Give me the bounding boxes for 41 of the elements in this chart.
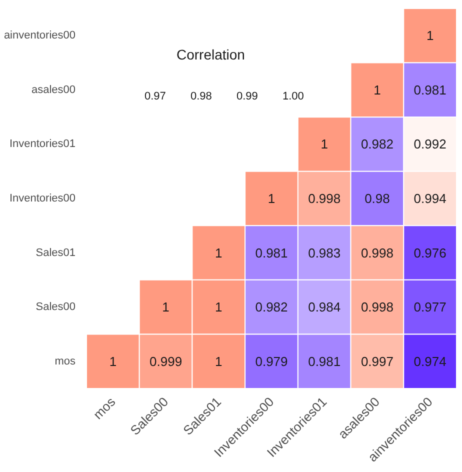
annotation: 1.00 <box>282 90 304 102</box>
data-label: 0.984 <box>308 300 341 315</box>
data-label: 0.976 <box>414 245 446 260</box>
y-tick-label: Inventories00 <box>9 192 76 204</box>
data-label: 1 <box>320 136 328 152</box>
data-label: 1 <box>268 191 276 206</box>
data-label: 0.982 <box>360 136 394 152</box>
data-label: 0.981 <box>255 245 288 260</box>
y-tick-label: asales00 <box>31 84 76 96</box>
annotation: 0.97 <box>144 90 166 102</box>
x-tick-label: mos <box>90 394 119 422</box>
data-label: 0.998 <box>360 245 394 260</box>
color-bar-title: Correlation <box>176 46 245 63</box>
data-label: 0.997 <box>360 354 394 369</box>
y-tick-label: ainventories00 <box>4 30 76 42</box>
annotation: 0.98 <box>190 90 212 102</box>
data-label: 0.994 <box>414 191 446 206</box>
data-label: 1 <box>215 245 222 260</box>
data-label: 0.981 <box>414 82 446 98</box>
data-label: 1 <box>109 354 117 369</box>
y-tick-label: Inventories01 <box>9 138 76 150</box>
data-label: 1 <box>162 300 170 315</box>
data-label: 0.979 <box>255 354 288 369</box>
data-label: 0.974 <box>414 354 446 369</box>
data-label: 1 <box>215 300 222 315</box>
data-label: 0.998 <box>308 191 341 206</box>
y-tick-label: mos <box>54 355 76 368</box>
y-tick-label: Sales00 <box>36 301 76 314</box>
data-label: 1 <box>215 354 222 369</box>
data-label: 0.982 <box>255 300 288 315</box>
data-label: 0.983 <box>308 245 341 260</box>
data-label: 0.98 <box>364 191 390 206</box>
data-label: 0.999 <box>150 354 182 369</box>
data-label: 1 <box>374 82 381 98</box>
data-label: 1 <box>426 28 434 44</box>
data-label: 0.992 <box>414 136 446 152</box>
data-label: 0.977 <box>414 300 446 315</box>
data-label: 0.998 <box>360 300 394 315</box>
annotation: 0.99 <box>236 90 258 102</box>
data-label: 0.981 <box>308 354 341 369</box>
y-tick-label: Sales01 <box>36 246 76 259</box>
